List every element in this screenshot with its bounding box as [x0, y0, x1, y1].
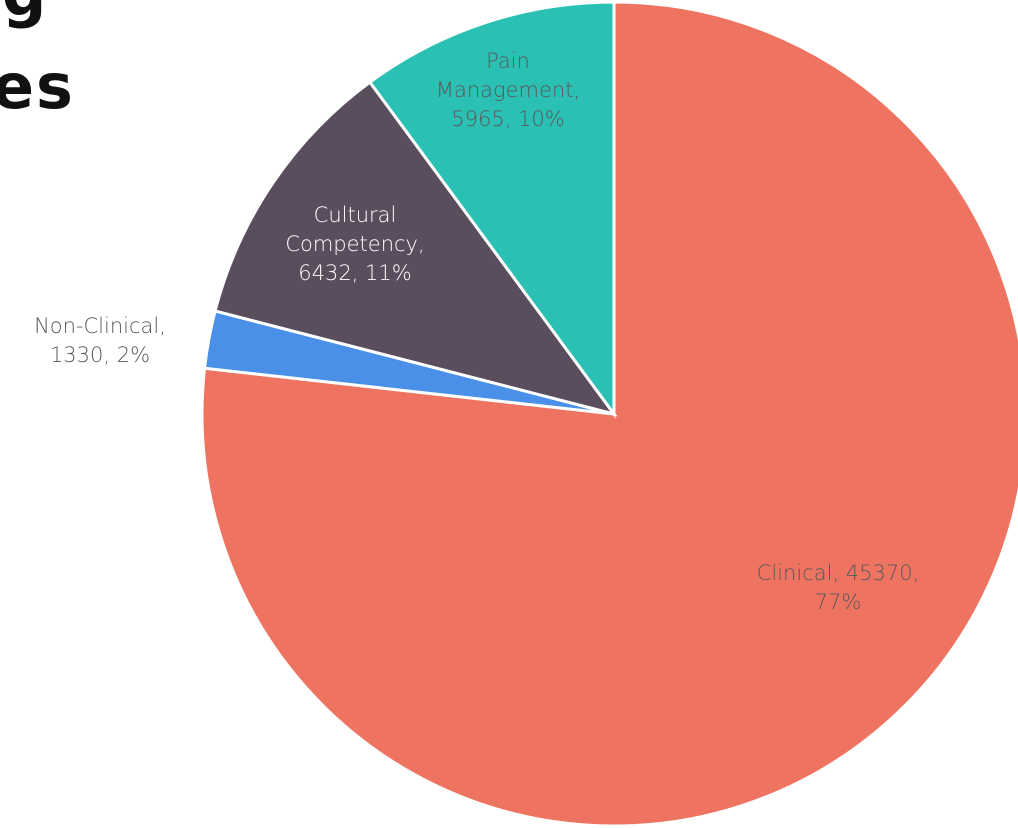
data-label: Competency,: [285, 232, 424, 256]
title-fragment: es: [0, 50, 75, 123]
data-label: Pain: [486, 49, 530, 73]
data-label: Non-Clinical,: [34, 314, 166, 338]
data-label: 1330, 2%: [50, 343, 150, 367]
title-fragment: g: [2, 0, 48, 30]
pie-slice: [367, 0, 616, 419]
data-label: Clinical, 45370,: [757, 561, 920, 585]
pie-slice: [213, 80, 618, 417]
data-label: Cultural: [314, 203, 397, 227]
data-label: Management,: [436, 78, 580, 102]
data-label: 77%: [815, 590, 862, 614]
data-label: 5965, 10%: [451, 107, 564, 131]
data-label: 6432, 11%: [298, 261, 411, 285]
